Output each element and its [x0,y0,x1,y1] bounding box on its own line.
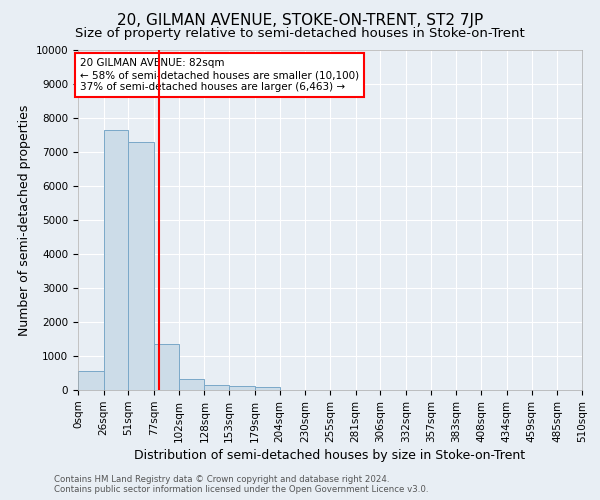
Text: 20 GILMAN AVENUE: 82sqm
← 58% of semi-detached houses are smaller (10,100)
37% o: 20 GILMAN AVENUE: 82sqm ← 58% of semi-de… [80,58,359,92]
Text: 20, GILMAN AVENUE, STOKE-ON-TRENT, ST2 7JP: 20, GILMAN AVENUE, STOKE-ON-TRENT, ST2 7… [117,12,483,28]
Bar [128,142,154,390]
Bar [229,386,255,390]
X-axis label: Distribution of semi-detached houses by size in Stoke-on-Trent: Distribution of semi-detached houses by … [134,449,526,462]
Text: Contains HM Land Registry data © Crown copyright and database right 2024.
Contai: Contains HM Land Registry data © Crown c… [54,474,428,494]
Bar [205,385,229,390]
Bar [179,379,205,390]
Text: Size of property relative to semi-detached houses in Stoke-on-Trent: Size of property relative to semi-detach… [75,28,525,40]
Bar [104,130,128,390]
Bar [78,372,104,390]
Y-axis label: Number of semi-detached properties: Number of semi-detached properties [19,104,31,336]
Bar [154,344,179,390]
Bar [255,386,280,390]
